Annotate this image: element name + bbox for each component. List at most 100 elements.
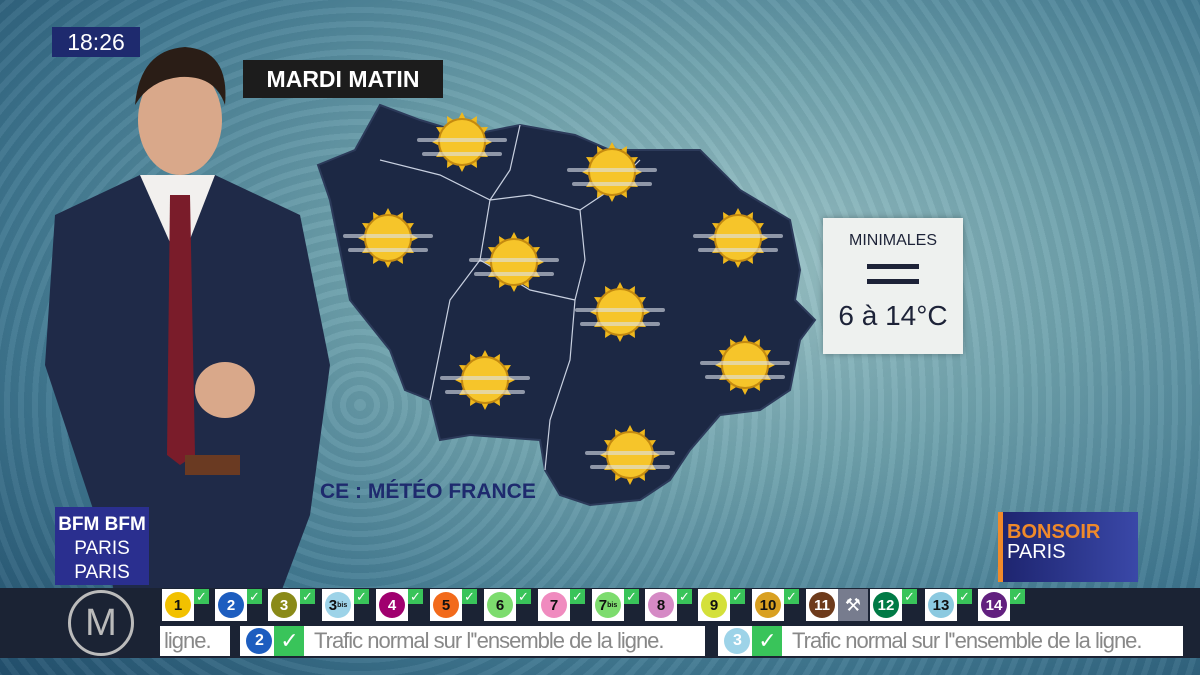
- line-number: 1: [173, 596, 183, 614]
- line-badge: 3: [268, 589, 300, 621]
- ticker-item: 3 ✓ Trafic normal sur l''ensemble de la li…: [718, 626, 1183, 656]
- check-icon: ✓: [516, 589, 531, 604]
- metro-line-14[interactable]: 14 ✓: [978, 589, 1025, 621]
- line-badge: 1: [162, 589, 194, 621]
- check-icon: ✓: [730, 589, 745, 604]
- line-number: 14: [985, 596, 1003, 614]
- metro-line-9[interactable]: 9 ✓: [698, 589, 745, 621]
- region-shape: [316, 103, 817, 507]
- line-badge: 12: [870, 589, 902, 621]
- metro-line-7bis[interactable]: 7 bis ✓: [592, 589, 639, 621]
- metro-line-8[interactable]: 8 ✓: [645, 589, 692, 621]
- ticker-item: 2 ✓ Trafic normal sur l''ensemble de la li…: [240, 626, 705, 656]
- line-number: 8: [656, 596, 666, 614]
- line-badge: 14: [978, 589, 1010, 621]
- check-icon: ✓: [752, 626, 782, 656]
- bfm-logo-bottom: PARIS PARIS: [74, 538, 130, 583]
- sun-icon: [417, 112, 507, 172]
- bfm-paris-logo: BFM BFM PARIS PARIS: [55, 507, 149, 585]
- bfm-logo-top: BFM BFM: [58, 514, 146, 535]
- line-number: 7: [598, 596, 608, 614]
- sun-icon: [567, 142, 657, 202]
- line-number: 10: [759, 596, 777, 614]
- metro-line-13[interactable]: 13 ✓: [925, 589, 972, 621]
- metro-line-5[interactable]: 5 ✓: [430, 589, 477, 621]
- check-icon: ✓: [194, 589, 209, 604]
- line-badge: 7 bis: [592, 589, 624, 621]
- show-logo-bottom: PARIS: [1007, 541, 1066, 563]
- line-badge: 2: [215, 589, 247, 621]
- line-badge: 6: [484, 589, 516, 621]
- metro-line-7[interactable]: 7 ✓: [538, 589, 585, 621]
- check-icon: ✓: [462, 589, 477, 604]
- forecast-period-title: MARDI MATIN: [243, 60, 443, 98]
- metro-line-3[interactable]: 3 ✓: [268, 589, 315, 621]
- check-icon: ✓: [624, 589, 639, 604]
- metro-line-3bis[interactable]: 3 bis ✓: [322, 589, 369, 621]
- line-suffix: bis: [607, 601, 618, 609]
- line-badge: 9: [698, 589, 730, 621]
- equal-trend-icon: [867, 264, 919, 284]
- check-icon: ✓: [300, 589, 315, 604]
- metro-line-10[interactable]: 10 ✓: [752, 589, 799, 621]
- line-badge: 5: [430, 589, 462, 621]
- line-number: 3: [279, 596, 289, 614]
- line-badge: 8: [645, 589, 677, 621]
- metro-line-2[interactable]: 2 ✓: [215, 589, 262, 621]
- sun-icon: [700, 335, 790, 395]
- line-number: 7: [549, 596, 559, 614]
- metro-line-4[interactable]: 4 ✓: [376, 589, 423, 621]
- sun-icon: [469, 232, 559, 292]
- line-badge: 3: [724, 628, 750, 654]
- line-suffix: bis: [337, 601, 348, 609]
- minimum-temperatures-panel: MINIMALES 6 à 14°C: [823, 218, 963, 354]
- line-number: 11: [814, 596, 830, 614]
- check-icon: ✓: [408, 589, 423, 604]
- line-number: 2: [226, 596, 236, 614]
- sun-icon: [343, 208, 433, 268]
- check-icon: ✓: [247, 589, 262, 604]
- line-badge: 2: [246, 628, 272, 654]
- line-badge: 7: [538, 589, 570, 621]
- minimales-value: 6 à 14°C: [838, 300, 948, 331]
- check-icon: ✓: [902, 589, 917, 604]
- ticker-text: Trafic normal sur l''ensemble de la lign…: [314, 628, 665, 653]
- check-icon: ✓: [1010, 589, 1025, 604]
- check-icon: ✓: [570, 589, 585, 604]
- ticker-item: ligne.: [160, 626, 230, 656]
- ticker-text: ligne.: [164, 628, 212, 653]
- sun-icon: [585, 425, 675, 485]
- source-credit: CE : MÉTÉO FRANCE: [320, 480, 536, 503]
- clock: 18:26: [52, 27, 140, 57]
- bonsoir-paris-logo: BONSOIR PARIS: [998, 512, 1138, 582]
- line-number: 5: [441, 596, 451, 614]
- line-badge: 13: [925, 589, 957, 621]
- metro-line-12[interactable]: 12 ✓: [870, 589, 917, 621]
- line-number: 9: [709, 596, 719, 614]
- sun-icon: [575, 282, 665, 342]
- line-number: 3: [328, 596, 338, 614]
- line-badge: 10: [752, 589, 784, 621]
- works-icon: ⚒: [838, 589, 868, 621]
- metro-line-11[interactable]: 11 ⚒: [806, 589, 868, 621]
- line-badge: 4: [376, 589, 408, 621]
- ticker-text: Trafic normal sur l''ensemble de la lign…: [792, 628, 1143, 653]
- minimales-label: MINIMALES: [848, 232, 937, 249]
- metro-logo: M: [68, 590, 134, 656]
- check-icon: ✓: [784, 589, 799, 604]
- show-logo-top: BONSOIR: [1007, 521, 1101, 543]
- line-badge: 11: [806, 589, 838, 621]
- check-icon: ✓: [677, 589, 692, 604]
- check-icon: ✓: [274, 626, 304, 656]
- check-icon: ✓: [354, 589, 369, 604]
- line-number: 13: [932, 596, 950, 614]
- check-icon: ✓: [957, 589, 972, 604]
- presenter: [45, 47, 330, 595]
- line-number: 6: [495, 596, 505, 614]
- metro-line-6[interactable]: 6 ✓: [484, 589, 531, 621]
- metro-line-1[interactable]: 1 ✓: [162, 589, 209, 621]
- sun-icon: [440, 350, 530, 410]
- line-number: 12: [877, 596, 895, 614]
- sun-icon: [693, 208, 783, 268]
